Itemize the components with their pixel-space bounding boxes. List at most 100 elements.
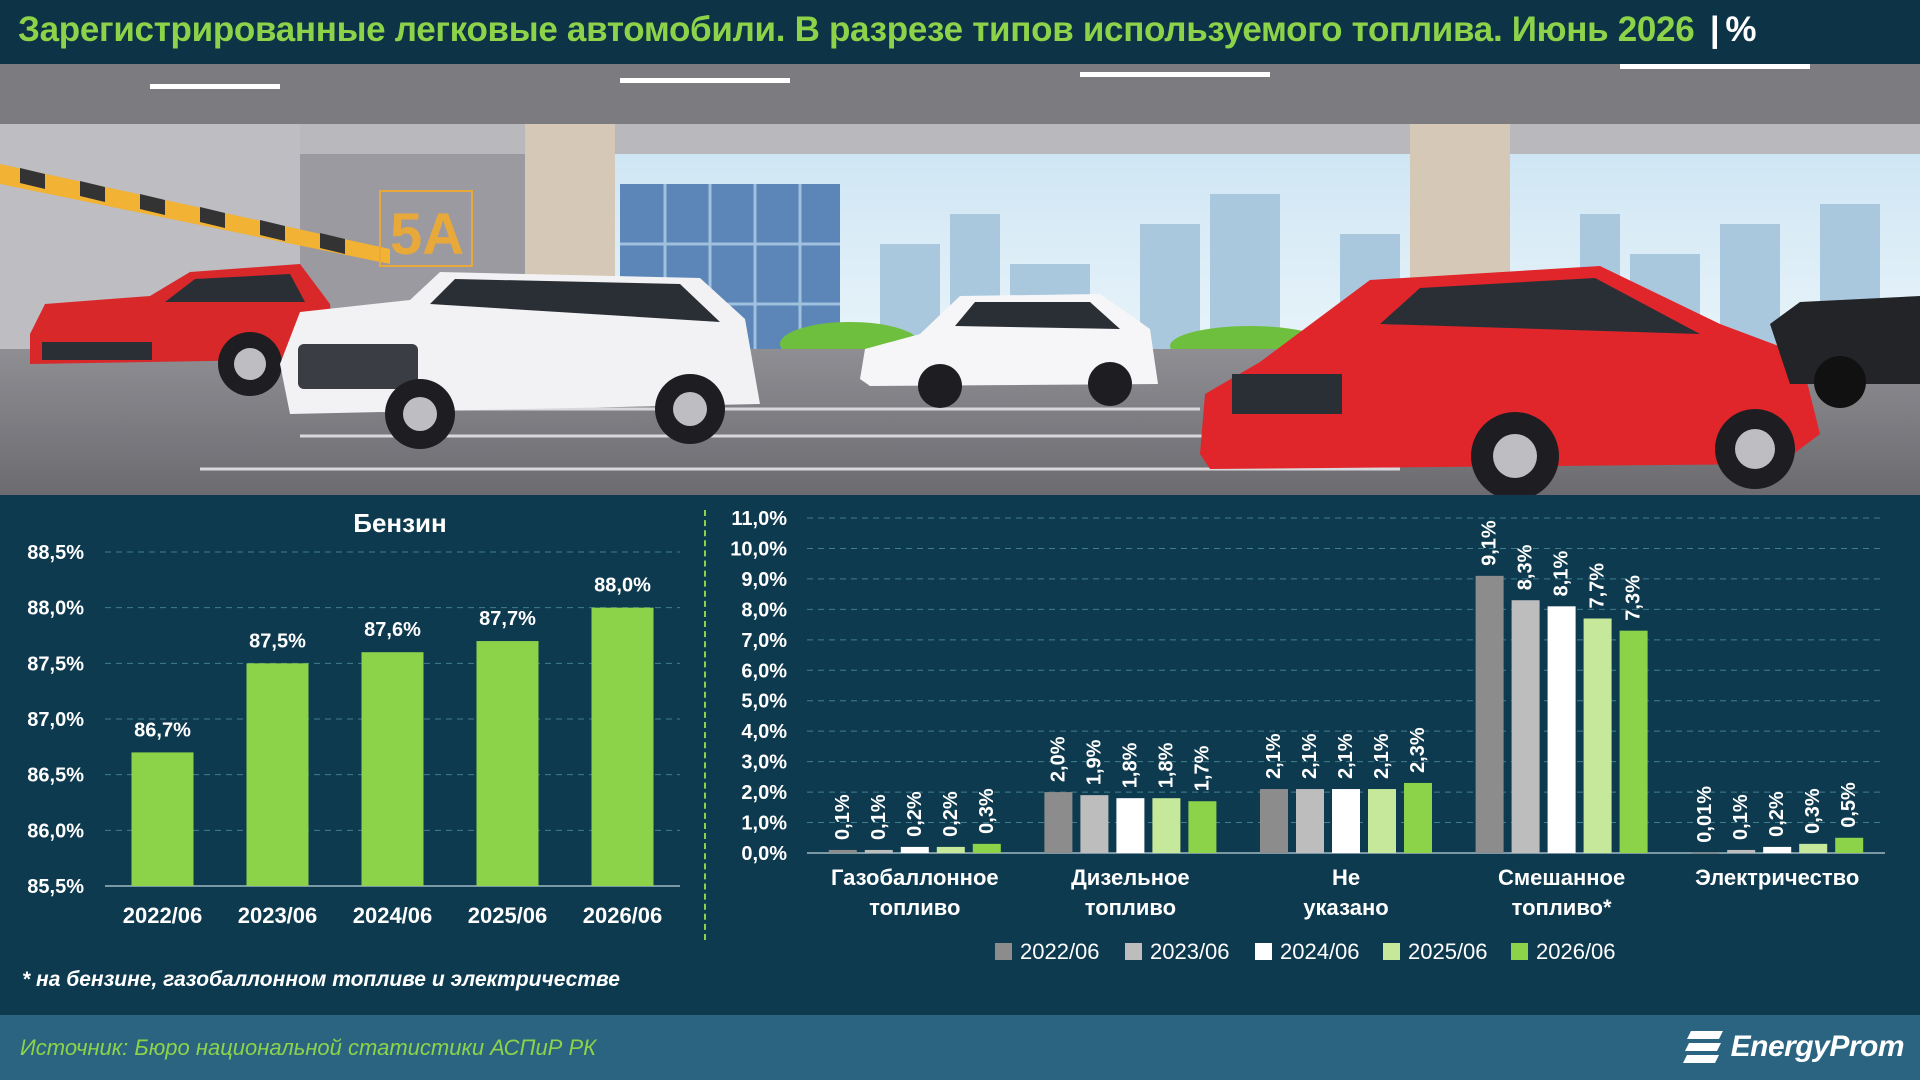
y-tick-label: 3,0% — [741, 752, 787, 774]
bar-2024/06 — [1332, 789, 1360, 853]
x-tick-label: Смешанное топливо* — [1498, 865, 1625, 920]
bar-petrol-2025/06 — [476, 641, 539, 886]
parking-level-sign: 5A — [390, 202, 464, 267]
white-sedan — [860, 294, 1158, 408]
bar-petrol-2026/06 — [591, 607, 654, 886]
petrol-bar-chart: Бензин 85,5% 86,0% 86,5% 87,0% 87,5% 88,0% 88,5… — [27, 508, 680, 928]
bar-2023/06 — [1727, 849, 1756, 853]
bar-petrol-2022/06 — [131, 752, 194, 886]
x-tick-label-line: Дизельное — [1071, 865, 1190, 890]
x-tick-label: 2023/06 — [238, 903, 318, 928]
footnote: * на бензине, газобаллонном топливе и эл… — [22, 968, 620, 991]
data-label: 1,7% — [1191, 745, 1213, 791]
x-tick-label: 2025/06 — [468, 903, 548, 928]
y-tick-label: 10,0% — [730, 538, 787, 560]
bar-petrol-2024/06 — [361, 652, 424, 886]
x-tick-label: Газобаллонное топливо — [831, 865, 999, 920]
y-tick-label: 88,0% — [27, 598, 84, 620]
x-tick-label-line: Газобаллонное — [831, 865, 999, 890]
y-tick-label: 6,0% — [741, 660, 787, 682]
y-tick-label: 87,5% — [27, 653, 84, 675]
y-tick-label: 5,0% — [741, 691, 787, 713]
data-label: 0,1% — [832, 794, 854, 840]
bar-2025/06 — [1152, 798, 1181, 853]
bar-2026/06 — [1619, 630, 1648, 853]
parking-garage-image: 5A — [0, 64, 1920, 500]
data-label: 0,01% — [1694, 786, 1716, 843]
red-car-left — [30, 264, 335, 396]
y-tick-label: 87,0% — [27, 709, 84, 731]
y-tick-label: 88,5% — [27, 542, 84, 564]
data-label: 2,1% — [1335, 733, 1357, 779]
bar-2024/06 — [900, 846, 929, 853]
bar-2025/06 — [1368, 789, 1396, 853]
bar-2022/06 — [1475, 575, 1504, 853]
y-tick-label: 1,0% — [741, 813, 787, 835]
data-label: 87,7% — [479, 608, 536, 630]
bar-2026/06 — [1404, 782, 1432, 853]
bar-2022/06 — [828, 849, 857, 853]
legend-label: 2026/06 — [1536, 939, 1616, 964]
data-label: 0,3% — [1802, 788, 1824, 834]
x-tick-label: 2022/06 — [123, 903, 203, 928]
data-label: 8,3% — [1515, 544, 1537, 590]
bar-2023/06 — [1296, 789, 1324, 853]
energyprom-logo: EnergyProm — [1682, 1027, 1905, 1067]
y-tick-label: 2,0% — [741, 782, 787, 804]
energyprom-logo-icon — [1682, 1031, 1723, 1063]
legend-swatch-2023/06 — [1125, 943, 1142, 960]
title-text: Зарегистрированные легковые автомобили. … — [18, 10, 1695, 49]
data-label: 1,8% — [1155, 742, 1177, 788]
title-unit: % — [1725, 10, 1757, 49]
header: Зарегистрированные легковые автомобили. … — [0, 0, 1920, 64]
bar-2025/06 — [1799, 843, 1828, 853]
title-separator: | — [1709, 10, 1720, 49]
y-tick-label: 86,0% — [27, 820, 84, 842]
data-label: 2,1% — [1263, 733, 1285, 779]
data-label: 0,1% — [1730, 794, 1752, 840]
page-title: Зарегистрированные легковые автомобили. … — [18, 10, 1756, 50]
bar-2022/06 — [1691, 852, 1720, 854]
x-tick-label-line: топливо — [869, 895, 960, 920]
legend-swatch-2025/06 — [1383, 943, 1400, 960]
x-tick-label-line: указано — [1303, 895, 1388, 920]
bar-2023/06 — [1511, 600, 1540, 853]
bar-2025/06 — [936, 846, 965, 853]
legend-label: 2024/06 — [1280, 939, 1360, 964]
logo-text: EnergyProm — [1730, 1030, 1905, 1063]
y-tick-label: 86,5% — [27, 765, 84, 787]
data-label: 86,7% — [134, 719, 191, 741]
bar-2026/06 — [1188, 801, 1217, 853]
petrol-chart-title: Бензин — [353, 508, 446, 538]
y-tick-label: 0,0% — [741, 843, 787, 865]
data-label: 9,1% — [1479, 520, 1501, 566]
bar-2022/06 — [1260, 789, 1288, 853]
x-tick-label-line: топливо — [1085, 895, 1176, 920]
data-label: 8,1% — [1551, 551, 1573, 597]
bar-2025/06 — [1583, 618, 1612, 853]
data-label: 87,5% — [249, 630, 306, 652]
data-label: 0,1% — [868, 794, 890, 840]
legend-swatch-2026/06 — [1511, 943, 1528, 960]
white-suv — [280, 272, 760, 449]
data-label: 88,0% — [594, 575, 651, 597]
red-car-right — [1200, 266, 1820, 500]
data-label: 87,6% — [364, 619, 421, 641]
y-tick-label: 85,5% — [27, 876, 84, 898]
parking-illustration: 5A — [0, 64, 1920, 500]
legend-label: 2022/06 — [1020, 939, 1100, 964]
bar-petrol-2023/06 — [246, 663, 309, 886]
petrol-chart-panel: Бензин 85,5% 86,0% 86,5% 87,0% 87,5% 88,0% 88,5… — [0, 495, 705, 1015]
data-label: 2,3% — [1407, 727, 1429, 773]
x-tick-label-line: топливо* — [1512, 895, 1612, 920]
x-tick-label-line: Не — [1332, 865, 1360, 890]
data-label: 2,1% — [1299, 733, 1321, 779]
y-tick-label: 7,0% — [741, 630, 787, 652]
x-tick-label: 2026/06 — [583, 903, 663, 928]
data-label: 1,8% — [1119, 742, 1141, 788]
y-tick-label: 9,0% — [741, 569, 787, 591]
legend-label: 2023/06 — [1150, 939, 1230, 964]
fuel-types-chart-panel: 0,0% 1,0% 2,0% 3,0% 4,0% 5,0% 6,0% 7,0% 8,0% 9,0%… — [705, 495, 1920, 1015]
y-tick-label: 11,0% — [731, 508, 787, 530]
x-tick-label: Не указано — [1303, 865, 1388, 920]
